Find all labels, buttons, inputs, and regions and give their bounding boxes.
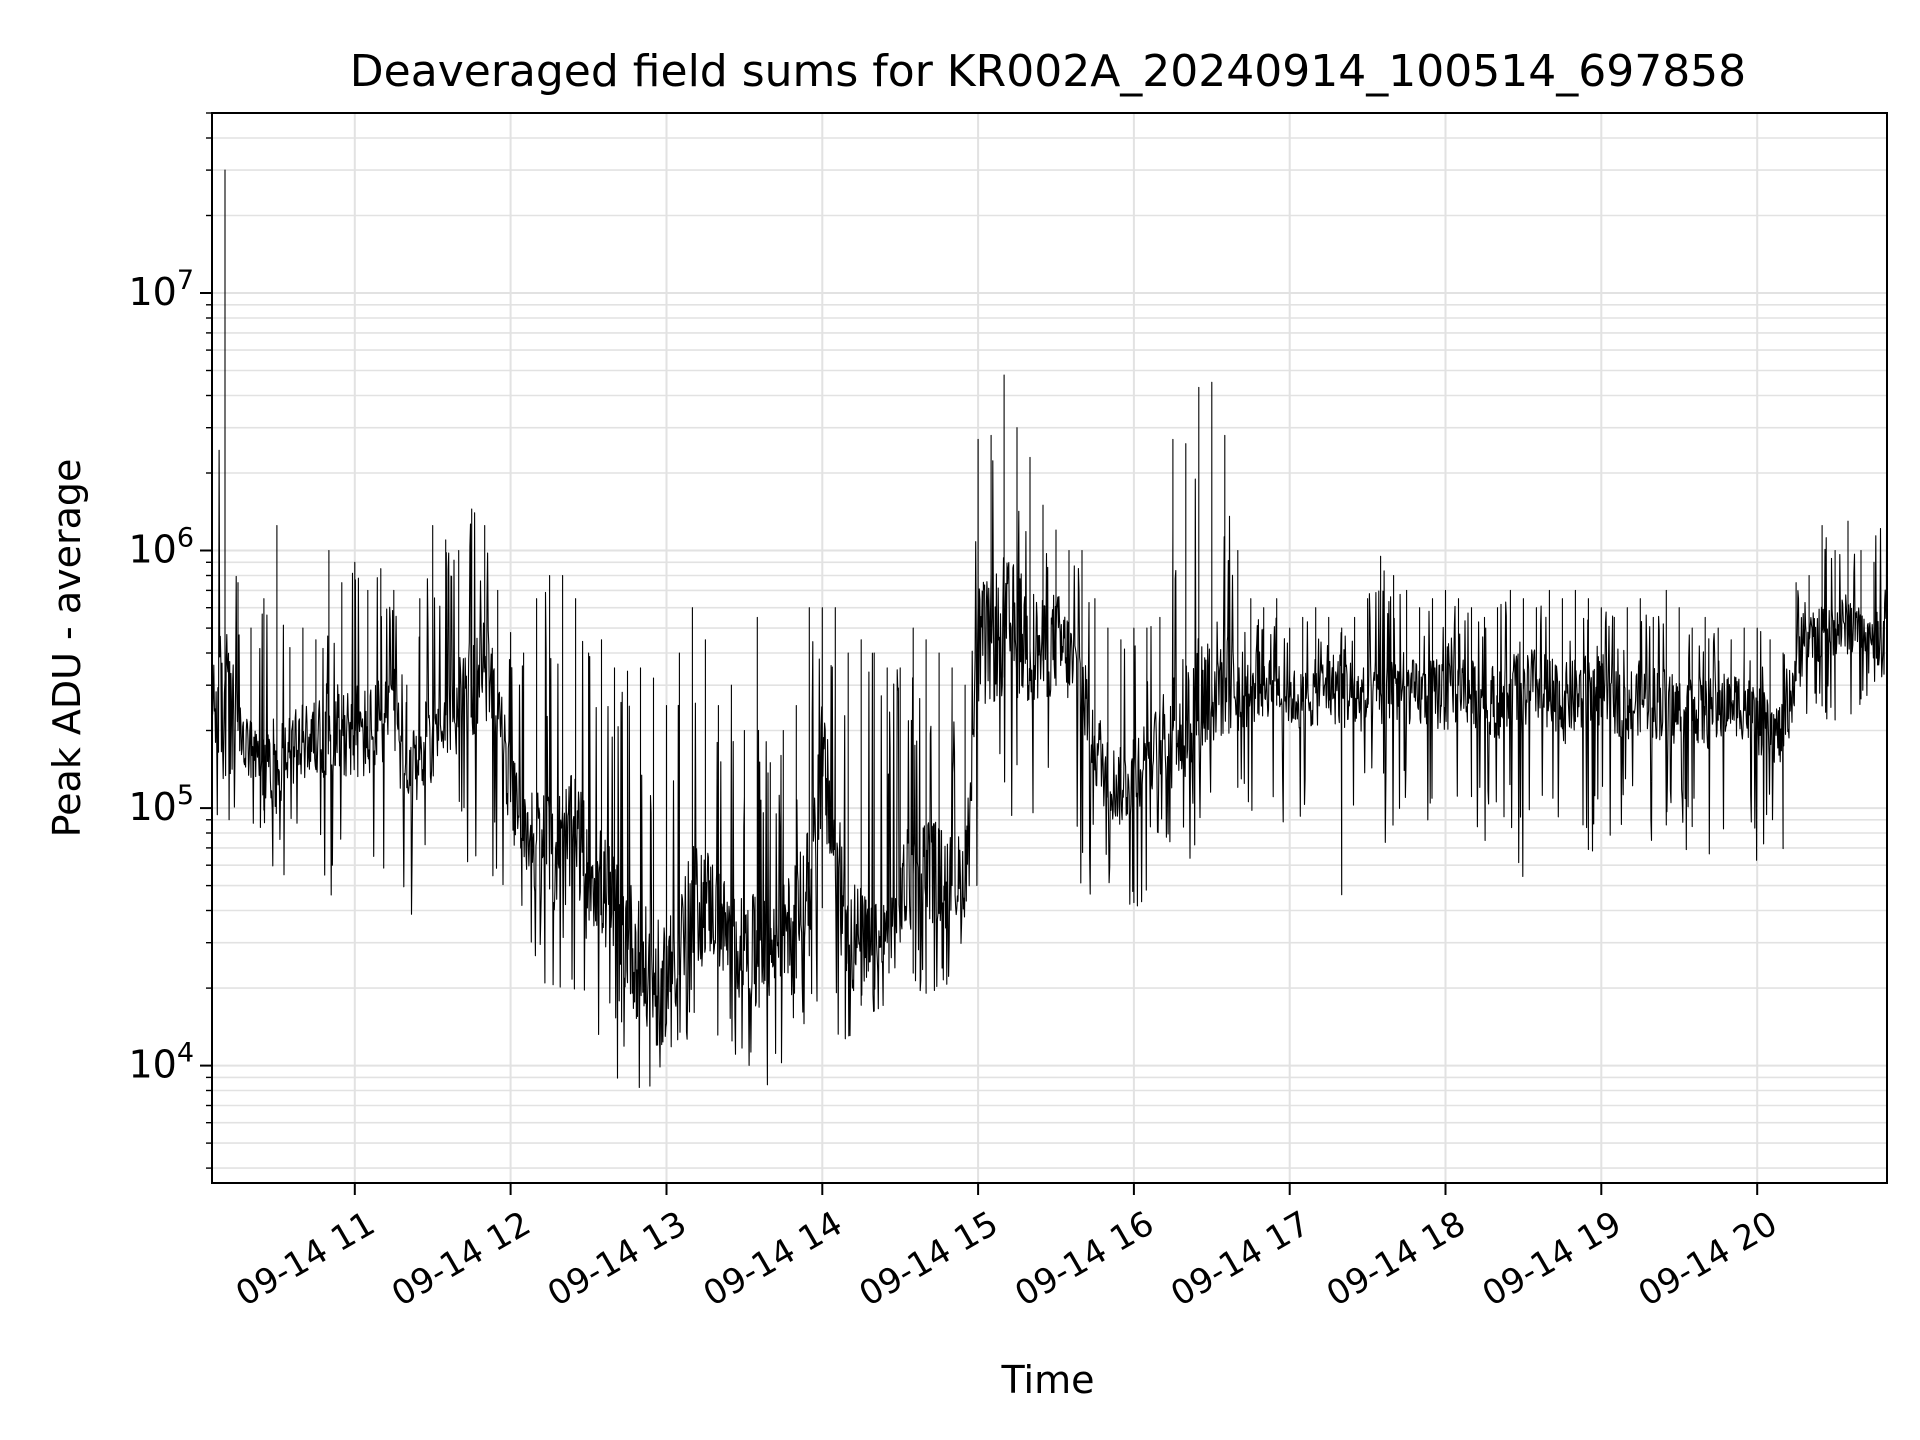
series-line	[211, 169, 1888, 1089]
y-tick-label: 107	[128, 265, 194, 314]
y-tick-label: 106	[128, 523, 194, 572]
series-group	[211, 169, 1888, 1089]
plot-frame	[211, 112, 1888, 1184]
y-tick-label: 105	[128, 780, 194, 829]
y-axis-label: Peak ADU - average	[45, 459, 89, 838]
y-ticks: 104 105 106 107	[128, 112, 212, 1169]
y-gridlines	[212, 112, 1887, 1169]
y-tick-label: 104	[128, 1038, 194, 1087]
x-axis-label: Time	[1001, 1358, 1095, 1402]
chart-title: Deaveraged field sums for KR002A_2024091…	[350, 46, 1746, 97]
